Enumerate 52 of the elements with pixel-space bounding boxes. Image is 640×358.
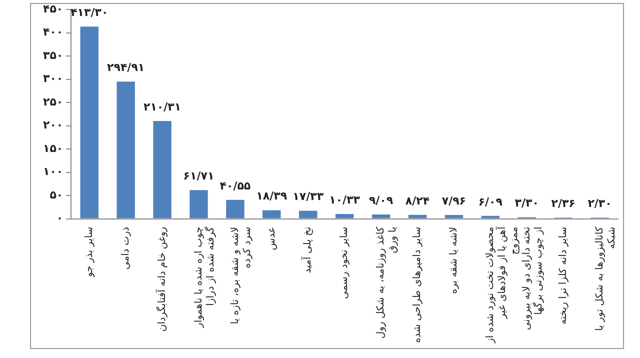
x-tick-label: عدس	[266, 226, 278, 250]
bar	[444, 215, 464, 218]
bar	[116, 82, 135, 218]
data-label: ۶/۰۹	[478, 195, 503, 208]
x-tick-label: چوب اره شده یا ناهموار گرفته شده از درازا	[193, 226, 216, 328]
bar	[372, 214, 390, 218]
x-tick-label: نخ پلی آمید	[300, 226, 314, 274]
y-tick-label: ۳۰۰	[42, 72, 64, 86]
bar	[80, 26, 98, 218]
x-tick-label: روغن خام دانه آفتابگردان	[154, 226, 168, 332]
x-tick-label: تخته دارای دو لایه بیرونی از چوب سوزنی برگها	[521, 226, 544, 330]
y-tick-label: ۱۰۰	[42, 165, 64, 178]
bar	[262, 210, 281, 218]
y-tick-label: ۲۰۰	[42, 118, 64, 132]
y-tick-label: ۲۵۰	[42, 95, 64, 108]
x-tick-label: لاشه یا شقه بره	[448, 226, 460, 294]
x-tick-label: سایر دانه کلزا ترا ریخته	[558, 226, 569, 324]
data-label: ۹/۰۹	[368, 194, 394, 207]
data-label: ۷/۹۶	[442, 194, 466, 208]
bar	[481, 216, 500, 218]
data-label: ۱۰/۳۳	[329, 193, 360, 206]
data-label: ۳/۳۰	[514, 196, 539, 210]
x-tick-label: کاغذ روزنامه، به شکل رول یا ورق	[376, 226, 399, 339]
data-label: ۲۹۴/۹۱	[107, 61, 145, 74]
data-label: ۲/۳۶	[551, 197, 576, 210]
x-tick-label: ذرت دامی	[120, 226, 132, 270]
data-label: ۸/۲۴	[405, 194, 430, 208]
x-tick-label: کاتالیزورها به شکل تور یا شبکه	[594, 226, 618, 331]
y-tick-label: ۱۵۰	[42, 142, 64, 155]
bar	[335, 214, 354, 218]
y-tick-label: ۳۵۰	[42, 48, 64, 62]
bar	[299, 210, 318, 218]
y-tick-label: ۴۰۰	[42, 26, 64, 39]
data-label: ۴۱۳/۳۰	[70, 6, 108, 20]
y-tick-label: ۰	[56, 212, 64, 225]
y-tick-label: ۵۰	[50, 188, 64, 202]
data-label: ۲/۳۰	[588, 197, 612, 210]
data-label: ۶۱/۷۱	[183, 169, 214, 182]
data-label: ۱۸/۳۹	[256, 190, 288, 203]
data-label: ۱۷/۳۳	[292, 190, 324, 204]
bar	[408, 214, 427, 218]
x-tick-label: سایر بذر جو	[84, 226, 95, 278]
x-tick-label: محصولات تخت نورد شده از آهن یا از فولادهای غیر ممزوج	[484, 226, 520, 344]
bar	[190, 190, 208, 218]
x-tick-label: سایر دامپرهای طراحی شده	[412, 226, 424, 343]
data-label: ۴۰/۵۵	[220, 179, 251, 192]
y-tick-label: ۴۵۰	[42, 2, 64, 16]
bar	[153, 121, 172, 218]
bar	[226, 200, 244, 218]
data-label: ۲۱۰/۳۱	[143, 100, 182, 114]
x-tick-label: لاشه و شقه بره، تازه یا سرد کرده	[230, 226, 253, 324]
x-tick-label: سایر نخود رسمی	[339, 226, 350, 300]
